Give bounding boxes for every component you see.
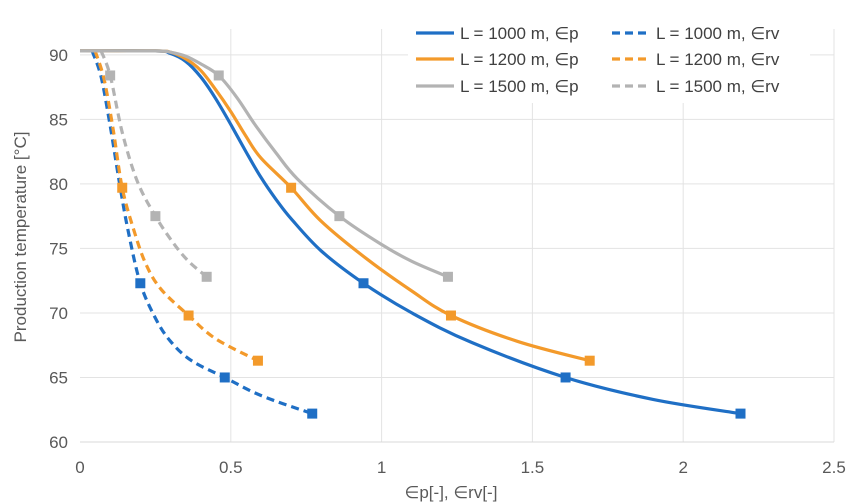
legend-label: L = 1500 m, ∈rv <box>656 77 780 96</box>
series-line-3 <box>93 50 259 363</box>
y-tick-label: 70 <box>49 304 68 323</box>
series-marker <box>735 408 746 419</box>
series-markers <box>105 70 746 419</box>
series-marker <box>150 211 161 222</box>
series-marker <box>201 271 212 282</box>
y-tick-label: 85 <box>49 110 68 129</box>
series-lines <box>79 49 741 416</box>
y-tick-label: 80 <box>49 175 68 194</box>
legend-label: L = 1200 m, ∈p <box>460 50 579 69</box>
x-tick-label: 1 <box>377 458 386 477</box>
series-marker <box>560 372 571 383</box>
series-marker <box>117 182 128 193</box>
y-tick-label: 60 <box>49 433 68 452</box>
y-tick-label: 90 <box>49 46 68 65</box>
x-tick-labels: 0 0.5 1 1.5 2 2.5 <box>75 458 846 477</box>
x-axis-title: ∈p[-], ∈rv[-] <box>405 483 498 502</box>
x-tick-label: 2.5 <box>822 458 846 477</box>
legend-background <box>408 13 810 103</box>
series-marker <box>307 408 318 419</box>
series-line-1 <box>90 50 313 416</box>
x-tick-label: 0.5 <box>219 458 243 477</box>
x-tick-label: 2 <box>678 458 687 477</box>
y-axis-title: Production temperature [°C] <box>11 132 30 343</box>
series-line-5 <box>99 50 208 279</box>
x-tick-label: 0 <box>75 458 84 477</box>
series-line-4 <box>79 49 449 279</box>
y-tick-label: 75 <box>49 239 68 258</box>
series-marker <box>286 182 297 193</box>
series-marker <box>213 70 224 81</box>
legend: L = 1000 m, ∈p L = 1000 m, ∈rv L = 1200 m,… <box>408 13 810 103</box>
series-marker <box>334 211 345 222</box>
series-line-0 <box>79 49 741 416</box>
legend-label: L = 1000 m, ∈p <box>460 24 579 43</box>
legend-label: L = 1200 m, ∈rv <box>656 50 780 69</box>
series-marker <box>105 70 116 81</box>
legend-label: L = 1500 m, ∈p <box>460 77 579 96</box>
x-tick-label: 1.5 <box>521 458 545 477</box>
y-tick-labels: 60 65 70 75 80 85 90 <box>49 46 68 452</box>
series-marker <box>219 372 230 383</box>
series-marker <box>183 310 194 321</box>
series-marker <box>252 355 263 366</box>
series-marker <box>135 278 146 289</box>
y-tick-label: 65 <box>49 368 68 387</box>
series-marker <box>445 310 456 321</box>
series-marker <box>584 355 595 366</box>
legend-label: L = 1000 m, ∈rv <box>656 24 780 43</box>
series-marker <box>442 271 453 282</box>
series-marker <box>358 278 369 289</box>
